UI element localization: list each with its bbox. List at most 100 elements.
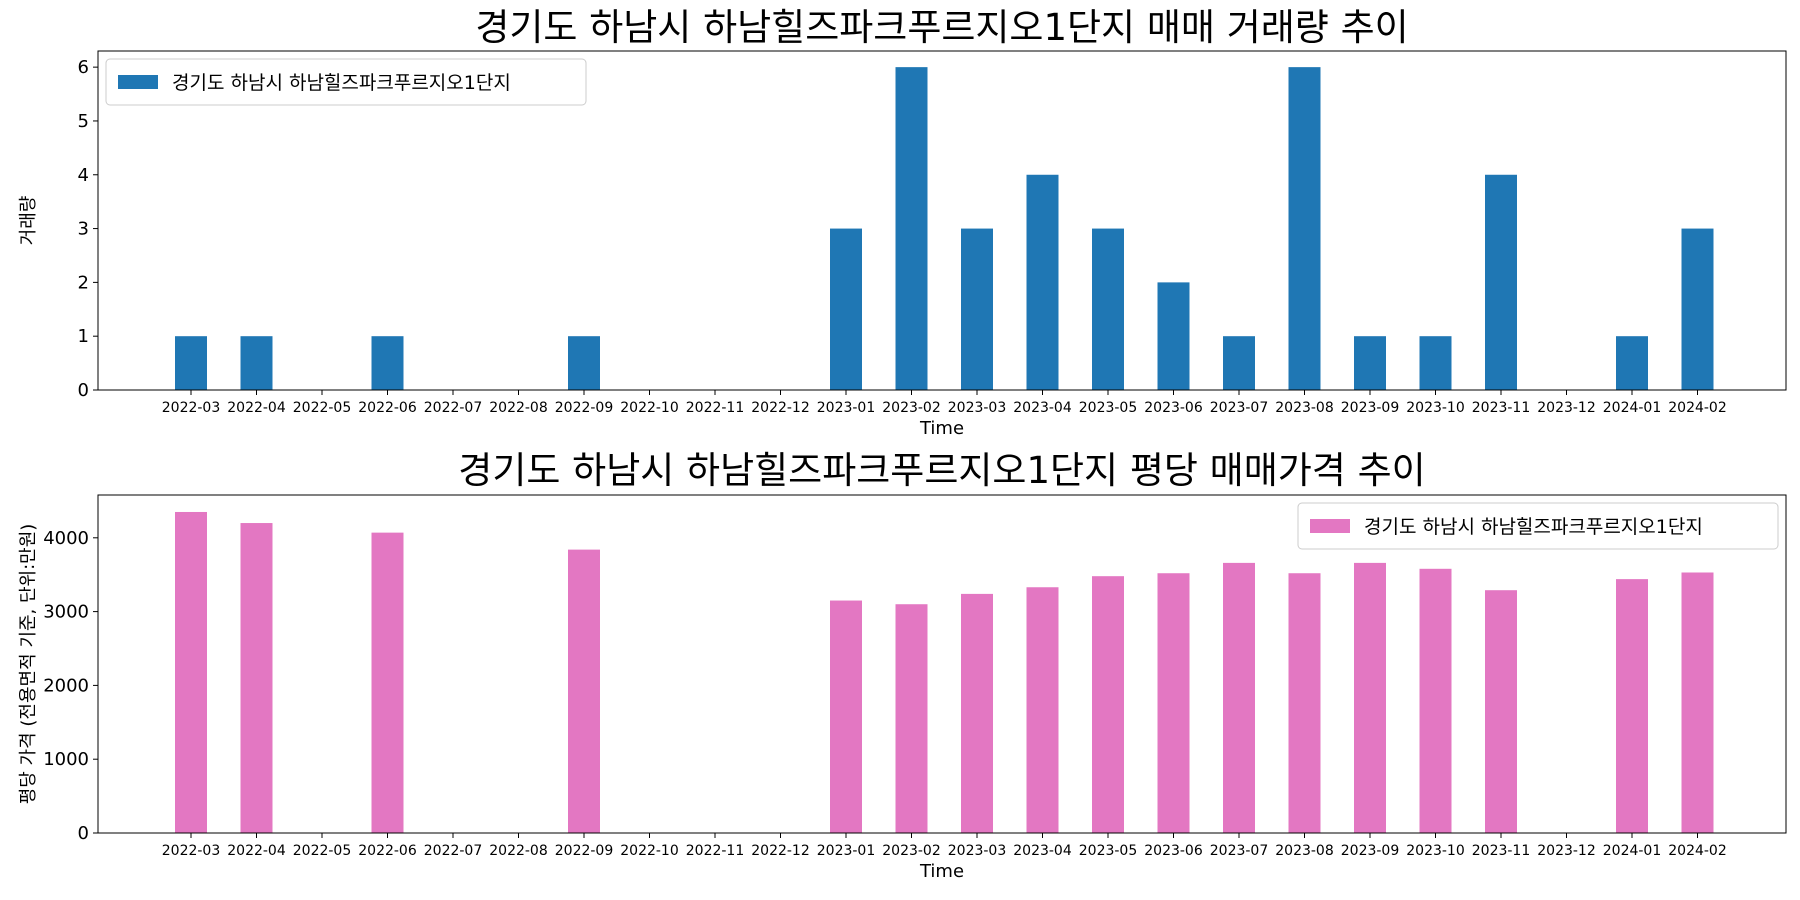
chart2-title: 경기도 하남시 하남힐즈파크푸르지오1단지 평당 매매가격 추이 (458, 449, 1425, 492)
chart2-xtick-label-2023-06: 2023-06 (1144, 843, 1203, 859)
chart1-title: 경기도 하남시 하남힐즈파크푸르지오1단지 매매 거래량 추이 (475, 6, 1408, 49)
chart1-xtick-label-2022-05: 2022-05 (293, 400, 352, 416)
chart1-xtick-label-2022-12: 2022-12 (751, 400, 810, 416)
chart1-bar-2023-04 (1026, 174, 1059, 390)
chart2-xtick-label-2023-01: 2023-01 (817, 843, 876, 859)
chart2-bar-2023-03 (961, 593, 993, 833)
chart1-bar-2023-02 (895, 67, 928, 391)
chart1-ytick-label-2: 2 (78, 272, 89, 293)
chart2-bar-2023-01 (830, 600, 862, 833)
chart2-bar-2024-02 (1681, 572, 1714, 833)
chart2-bar-2022-06 (371, 532, 404, 833)
chart1-xtick-label-2024-01: 2024-01 (1603, 400, 1662, 416)
chart1-bar-2023-05 (1092, 228, 1124, 390)
chart1-bar-2022-03 (175, 336, 207, 390)
chart1-xtick-label-2023-06: 2023-06 (1144, 400, 1203, 416)
chart1-plot-frame (97, 50, 1787, 391)
chart2-xtick-label-2022-06: 2022-06 (358, 843, 417, 859)
chart2-bar-2023-08 (1288, 573, 1321, 833)
chart2-xtick-label-2023-11: 2023-11 (1472, 843, 1531, 859)
chart1-xtick-label-2023-05: 2023-05 (1079, 400, 1138, 416)
chart2-bar-2023-06 (1157, 573, 1190, 833)
chart1-x-axis-label: Time (919, 418, 964, 439)
chart2-xtick-label-2022-05: 2022-05 (293, 843, 352, 859)
chart2-xtick-label-2023-02: 2023-02 (882, 843, 941, 859)
chart1-legend-swatch (118, 75, 158, 89)
chart2-ytick-label-4000: 4000 (43, 528, 89, 549)
chart2-bar-2022-09 (568, 549, 600, 833)
chart1-bar-2022-04 (240, 336, 273, 390)
chart1-bar-2024-01 (1616, 336, 1648, 390)
chart1-bar-2023-07 (1223, 336, 1255, 390)
chart2-ytick-label-3000: 3000 (43, 602, 89, 623)
chart1-xtick-label-2023-10: 2023-10 (1406, 400, 1465, 416)
chart2-xtick-label-2022-08: 2022-08 (489, 843, 548, 859)
chart2-plot-frame (97, 494, 1787, 834)
chart1-ytick-label-3: 3 (78, 219, 89, 240)
chart2-bar-2023-10 (1419, 568, 1452, 833)
chart1-xtick-label-2022-04: 2022-04 (227, 400, 286, 416)
chart1-y-axis-label: 거래량 (18, 196, 39, 246)
chart2-xtick-label-2023-09: 2023-09 (1341, 843, 1400, 859)
chart2-xtick-label-2023-08: 2023-08 (1275, 843, 1334, 859)
chart1-xtick-label-2024-02: 2024-02 (1668, 400, 1727, 416)
chart1-ytick-label-6: 6 (78, 57, 89, 78)
chart1-bar-2024-02 (1681, 228, 1714, 390)
chart1-xtick-label-2023-12: 2023-12 (1537, 400, 1596, 416)
chart2-xtick-label-2022-11: 2022-11 (686, 843, 745, 859)
chart2-ytick-label-1000: 1000 (43, 749, 89, 770)
chart2-xtick-label-2023-03: 2023-03 (948, 843, 1007, 859)
chart1-xtick-label-2022-09: 2022-09 (555, 400, 614, 416)
chart2-xtick-label-2023-10: 2023-10 (1406, 843, 1465, 859)
chart1-xtick-label-2022-03: 2022-03 (162, 400, 221, 416)
chart1-xtick-label-2022-10: 2022-10 (620, 400, 679, 416)
chart2-ytick-label-2000: 2000 (43, 675, 89, 696)
chart1-ytick-label-1: 1 (78, 326, 89, 347)
chart1-ytick-label-5: 5 (78, 111, 89, 132)
chart2-ytick-label-0: 0 (78, 823, 89, 844)
chart1-xtick-label-2023-04: 2023-04 (1013, 400, 1072, 416)
chart2-bar-2022-03 (175, 511, 207, 833)
chart1-bar-2023-01 (830, 228, 862, 390)
chart2-bar-2023-05 (1092, 576, 1124, 833)
chart1-xtick-label-2023-02: 2023-02 (882, 400, 941, 416)
chart2-xtick-label-2022-12: 2022-12 (751, 843, 810, 859)
chart2-xtick-label-2023-04: 2023-04 (1013, 843, 1072, 859)
chart1-bar-2023-03 (961, 228, 993, 390)
chart1-xtick-label-2022-06: 2022-06 (358, 400, 417, 416)
chart1-xtick-label-2023-11: 2023-11 (1472, 400, 1531, 416)
chart1-xtick-label-2022-08: 2022-08 (489, 400, 548, 416)
chart1-bar-2022-06 (371, 336, 404, 390)
chart1-legend-box (105, 58, 587, 106)
chart2-x-axis-label: Time (919, 861, 964, 882)
chart1-ytick-label-4: 4 (78, 165, 89, 186)
chart2-xtick-label-2022-07: 2022-07 (424, 843, 483, 859)
chart2-bar-2023-07 (1223, 562, 1255, 833)
chart2-xtick-label-2024-01: 2024-01 (1603, 843, 1662, 859)
chart2-bar-2022-04 (240, 523, 273, 833)
chart1-bar-2023-09 (1354, 336, 1386, 390)
chart2-bar-2023-04 (1026, 587, 1059, 833)
chart2-xtick-label-2023-05: 2023-05 (1079, 843, 1138, 859)
chart2-xtick-label-2022-09: 2022-09 (555, 843, 614, 859)
chart1-xtick-label-2023-01: 2023-01 (817, 400, 876, 416)
chart2-bar-2023-09 (1354, 562, 1386, 833)
chart2-bar-2024-01 (1616, 579, 1648, 833)
chart2-xtick-label-2023-07: 2023-07 (1210, 843, 1269, 859)
chart2-bar-2023-02 (895, 604, 928, 833)
chart2-xtick-label-2022-10: 2022-10 (620, 843, 679, 859)
chart2-legend-label: 경기도 하남시 하남힐즈파크푸르지오1단지 (1364, 516, 1703, 538)
chart2-xtick-label-2022-04: 2022-04 (227, 843, 286, 859)
chart1-legend-label: 경기도 하남시 하남힐즈파크푸르지오1단지 (172, 72, 511, 94)
chart1-ytick-label-0: 0 (78, 380, 89, 401)
chart1-xtick-label-2022-11: 2022-11 (686, 400, 745, 416)
chart1-bar-2023-10 (1419, 336, 1452, 390)
chart2-legend-swatch (1310, 519, 1350, 533)
chart1-bar-2022-09 (568, 336, 600, 390)
chart2-legend-box (1297, 502, 1779, 550)
chart2-xtick-label-2022-03: 2022-03 (162, 843, 221, 859)
chart1-xtick-label-2023-03: 2023-03 (948, 400, 1007, 416)
chart1-xtick-label-2023-08: 2023-08 (1275, 400, 1334, 416)
chart2-xtick-label-2024-02: 2024-02 (1668, 843, 1727, 859)
